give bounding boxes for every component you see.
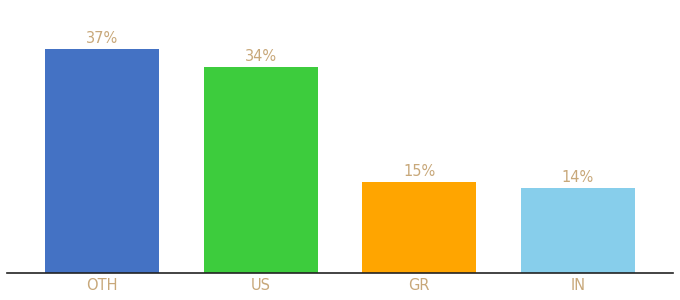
Text: 34%: 34% [245,49,277,64]
Bar [521,188,635,273]
Text: 37%: 37% [86,31,118,46]
Bar [362,182,477,273]
Text: 15%: 15% [403,164,435,179]
Text: 14%: 14% [562,170,594,185]
Bar [45,49,159,273]
Bar [203,68,318,273]
